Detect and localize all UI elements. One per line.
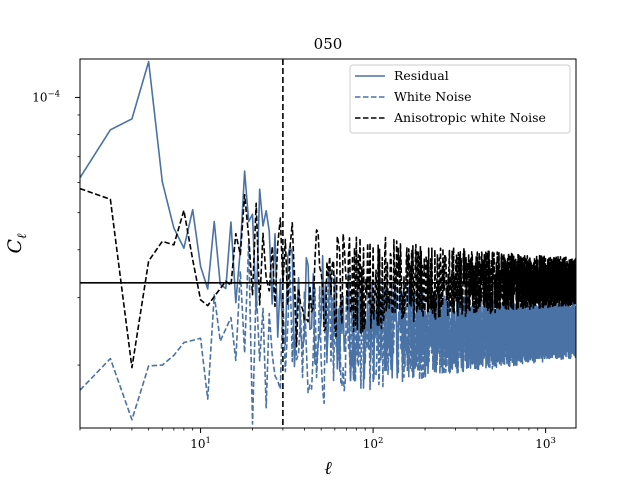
y-axis-label-main: C: [4, 238, 26, 253]
series-layer: [80, 59, 576, 428]
chart-title: 050: [314, 35, 343, 53]
axes-frame: [79, 58, 577, 429]
y-axis-label-subscript: ℓ: [15, 233, 30, 239]
y-axis-label: Cℓ: [4, 233, 30, 254]
plot-area: [80, 59, 576, 428]
legend-anisotropic-white-noise-label: Anisotropic white Noise: [393, 110, 546, 125]
legend-box: [349, 64, 571, 134]
series-line-white-noise: [80, 241, 576, 425]
x-tick-exponent: 1: [206, 436, 211, 446]
series-line-anisotropic-white-noise: [80, 187, 576, 369]
legend-residual-label: Residual: [394, 68, 449, 83]
x-tick-exponent: 3: [551, 436, 556, 446]
legend-white-noise-label: White Noise: [394, 89, 472, 104]
x-tick-exponent: 2: [378, 436, 383, 446]
y-tick-exponent: −4: [47, 89, 60, 99]
legend: Residual White Noise Anisotropic white Noi…: [349, 64, 571, 134]
x-axis-label: ℓ: [324, 458, 332, 479]
